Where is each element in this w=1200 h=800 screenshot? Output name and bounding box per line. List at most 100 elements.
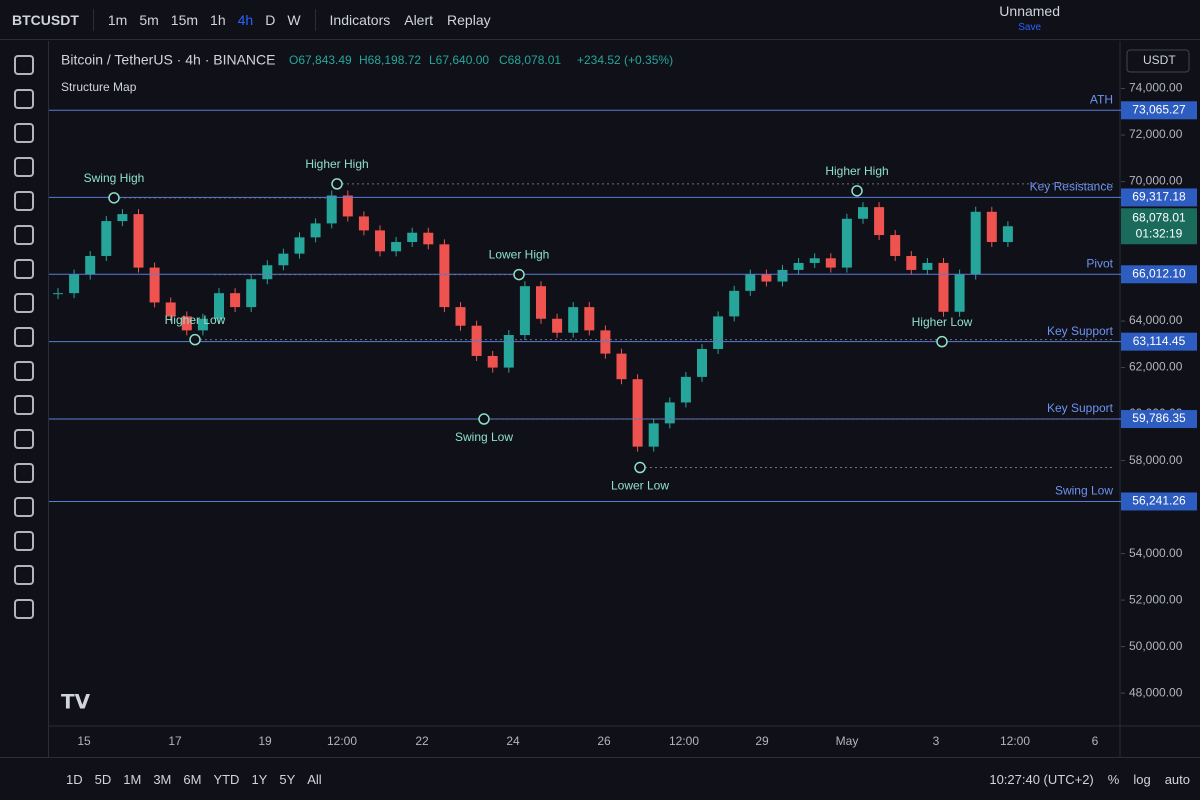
last-price-tag [1121, 208, 1197, 245]
candle [197, 318, 208, 331]
candle [117, 214, 128, 222]
level-tag-label: 59,786.35 [1132, 411, 1186, 425]
level-tag [1121, 101, 1197, 120]
save[interactable]: Save [1018, 22, 1042, 33]
x-tick-label: 19 [258, 734, 272, 748]
candle [922, 262, 933, 270]
currency-box[interactable] [1126, 49, 1190, 73]
candle [713, 316, 724, 349]
candle [536, 286, 546, 319]
candle [246, 279, 257, 308]
y-tick-label: 48,000.00 [1129, 685, 1183, 699]
candle [487, 355, 498, 368]
x-tick-label: 12:00 [327, 734, 357, 748]
candle [825, 258, 836, 268]
tool[interactable] [14, 361, 34, 381]
level-tag [1121, 492, 1197, 511]
top-toolbar: BTCUSDT 1m 5m 15m 1h 4h D W Indicators Alert R… [0, 0, 1200, 40]
level-tag-label: 73,065.27 [1132, 102, 1186, 116]
candle [954, 274, 965, 312]
candle [278, 253, 289, 266]
tool[interactable] [14, 225, 34, 245]
auto[interactable]: auto [1164, 771, 1190, 787]
percent[interactable]: % [1107, 771, 1120, 787]
structure-label: Higher Low [912, 315, 973, 329]
tool[interactable] [14, 395, 34, 415]
structure-point [851, 185, 863, 197]
range[interactable]: All [307, 771, 322, 787]
drawing-toolbar [0, 41, 49, 757]
tool[interactable] [14, 599, 34, 619]
x-tick-label: 26 [597, 734, 611, 748]
tool[interactable] [14, 157, 34, 177]
y-tick-label: 52,000.00 [1129, 592, 1183, 606]
candle [375, 230, 385, 252]
ohlc-value: C68,078.01 [499, 53, 561, 67]
range[interactable]: 3M [153, 771, 172, 787]
structure-label: Lower High [489, 248, 550, 262]
indicators[interactable]: Indicators [329, 11, 391, 28]
candle [101, 221, 112, 256]
level-name: Pivot [1086, 256, 1113, 270]
log[interactable]: log [1133, 771, 1151, 787]
x-tick-label: 17 [168, 734, 182, 748]
separator [314, 8, 316, 31]
candle [133, 214, 144, 268]
replay[interactable]: Replay [447, 11, 491, 28]
x-tick-label: 15 [77, 734, 91, 748]
tool[interactable] [14, 531, 34, 551]
level-tag-label: 66,012.10 [1132, 266, 1186, 280]
layout[interactable]: Unnamed Save [999, 4, 1060, 35]
candle [552, 318, 563, 333]
interval[interactable]: 1h [210, 11, 226, 28]
tool[interactable] [14, 429, 34, 449]
candle [519, 286, 530, 336]
structure-label: Swing Low [455, 430, 513, 444]
y-tick-label: 74,000.00 [1129, 81, 1183, 95]
structure-point [108, 192, 120, 204]
tool[interactable] [14, 89, 34, 109]
interval[interactable]: W [287, 11, 301, 28]
candle [439, 244, 450, 308]
last-price: 68,078.01 [1132, 210, 1186, 224]
range[interactable]: 6M [183, 771, 202, 787]
candle [648, 423, 659, 447]
range[interactable]: 1D [66, 771, 83, 787]
candle [616, 353, 627, 380]
tool[interactable] [14, 55, 34, 75]
candle [874, 207, 885, 236]
alert[interactable]: Alert [404, 11, 434, 28]
candle [455, 307, 466, 326]
range[interactable]: 5Y [279, 771, 296, 787]
candle [165, 302, 176, 317]
tool[interactable] [14, 259, 34, 279]
candle [503, 335, 514, 368]
tool[interactable] [14, 293, 34, 313]
level-name: Key Resistance [1030, 180, 1114, 194]
interval[interactable]: D [265, 11, 276, 28]
candle [85, 255, 96, 275]
tool[interactable] [14, 191, 34, 211]
interval[interactable]: 4h [237, 11, 254, 28]
candle [584, 307, 595, 331]
intervals: 1m 5m 15m 1h 4h D W [108, 12, 301, 28]
candle [326, 195, 337, 224]
tool[interactable] [14, 497, 34, 517]
symbol[interactable]: BTCUSDT [12, 11, 79, 28]
interval[interactable]: 5m [139, 11, 159, 28]
interval[interactable]: 1m [107, 11, 128, 28]
interval[interactable]: 15m [170, 11, 199, 28]
range[interactable]: 5D [94, 771, 112, 787]
tool[interactable] [14, 565, 34, 585]
candle [230, 293, 241, 308]
level-tag [1121, 332, 1197, 351]
range[interactable]: 1Y [251, 771, 268, 787]
level-tag-label: 63,114.45 [1133, 334, 1186, 348]
tool[interactable] [14, 327, 34, 347]
tool[interactable] [14, 463, 34, 483]
level-name: Swing Low [1055, 484, 1113, 498]
tool[interactable] [14, 123, 34, 143]
range[interactable]: 1M [123, 771, 142, 787]
candle [358, 216, 369, 231]
range[interactable]: YTD [213, 771, 240, 787]
